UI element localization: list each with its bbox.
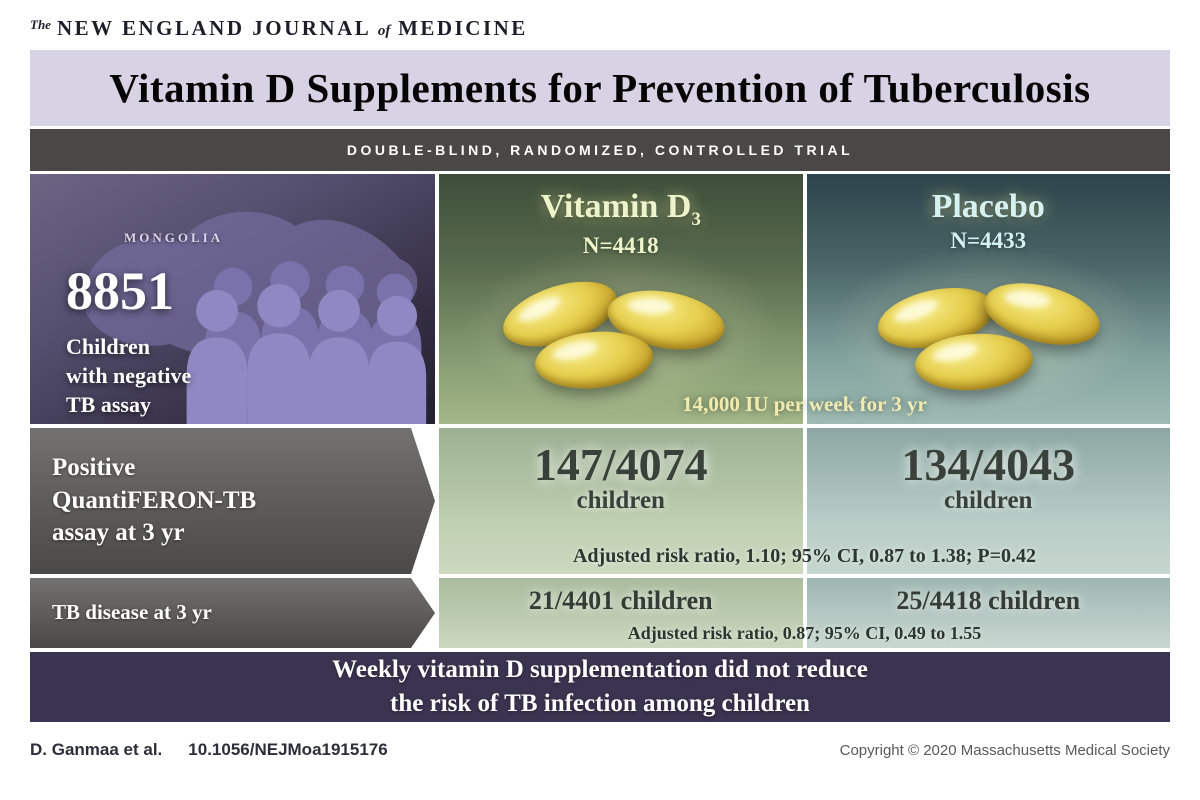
population-panel: MONGOLIA 8851 Children with negative TB …	[30, 174, 435, 424]
masthead-part1: NEW ENGLAND JOURNAL	[56, 16, 371, 40]
masthead-part2: MEDICINE	[398, 16, 528, 40]
outcome1-placebo-unit: children	[944, 487, 1033, 514]
outcome2-label: TB disease at 3 yr	[52, 600, 212, 625]
outcome1-vitamin-unit: children	[576, 487, 665, 514]
trial-type-banner: DOUBLE-BLIND, RANDOMIZED, CONTROLLED TRI…	[30, 129, 1170, 171]
vitamin-d-arm-name: Vitamin D	[540, 188, 692, 225]
placebo-arm-name: Placebo	[931, 188, 1045, 225]
outcome1-placebo-result: 134/4043 children	[806, 428, 1170, 574]
population-description: Children with negative TB assay	[66, 334, 192, 418]
outcome1-placebo-value: 134/4043	[901, 439, 1076, 490]
outcome2-stats: Adjusted risk ratio, 0.87; 95% CI, 0.49 …	[627, 623, 982, 643]
footer-copyright: Copyright © 2020 Massachusetts Medical S…	[839, 742, 1170, 759]
vitamin-d-arm-title: Vitamin D3	[439, 174, 803, 231]
vitamin-d-arm-panel: Vitamin D3 N=4418	[439, 174, 803, 424]
outcome2-vitamin-value: 21/4401 children	[528, 586, 713, 615]
outcome1-label-panel: Positive QuantiFERON-TB assay at 3 yr	[30, 428, 435, 574]
conclusion-banner: Weekly vitamin D supplementation did not…	[30, 652, 1170, 722]
vitamin-d-subscript: 3	[691, 208, 701, 230]
mongolia-crowd-graphic	[85, 211, 427, 424]
vitamin-d-arm-n: N=4418	[582, 232, 659, 258]
crowd-silhouettes	[186, 261, 427, 424]
placebo-arm-title: Placebo	[807, 174, 1171, 226]
conclusion-line1: Weekly vitamin D supplementation did not…	[332, 655, 868, 683]
footer-citation: D. Ganmaa et al. 10.1056/NEJMoa1915176	[30, 740, 388, 760]
masthead-of: of	[377, 23, 391, 39]
nejm-masthead: The NEW ENGLAND JOURNAL of MEDICINE	[0, 0, 1200, 50]
conclusion-line2: the risk of TB infection among children	[390, 690, 810, 717]
placebo-arm-n: N=4433	[950, 228, 1027, 253]
page-title: Vitamin D Supplements for Prevention of …	[109, 65, 1091, 111]
outcome1-label: Positive QuantiFERON-TB assay at 3 yr	[52, 454, 257, 547]
placebo-arm-panel: Placebo N=4433	[806, 174, 1171, 424]
masthead-title: NEW ENGLAND JOURNAL of MEDICINE	[57, 16, 528, 41]
footer: D. Ganmaa et al. 10.1056/NEJMoa1915176 C…	[30, 740, 1170, 760]
trial-arms-panel: Vitamin D3 N=4418 Placebo N=4433 14,000 …	[439, 174, 1170, 424]
outcome2-placebo-value: 25/4418 children	[896, 586, 1081, 615]
outcome1-stats: Adjusted risk ratio, 1.10; 95% CI, 0.87 …	[572, 545, 1037, 567]
region-label: MONGOLIA	[124, 230, 224, 245]
outcome1-vitamin-value: 147/4074	[533, 439, 708, 490]
title-band: Vitamin D Supplements for Prevention of …	[30, 50, 1170, 126]
outcome2-label-panel: TB disease at 3 yr	[30, 578, 435, 648]
footer-doi: 10.1056/NEJMoa1915176	[188, 740, 388, 759]
dose-label: 14,000 IU per week for 3 yr	[682, 392, 927, 416]
population-count: 8851	[66, 261, 174, 321]
outcome2-vitamin-result: 21/4401 children	[439, 578, 803, 648]
outcome1-vitamin-result: 147/4074 children	[439, 428, 803, 574]
masthead-the: The	[30, 17, 51, 32]
footer-authors: D. Ganmaa et al.	[30, 740, 163, 759]
outcome2-placebo-result: 25/4418 children	[806, 578, 1170, 648]
outcome1-results-panel: 147/4074 children 134/4043 children Adju…	[439, 428, 1170, 574]
infographic-grid: MONGOLIA 8851 Children with negative TB …	[30, 174, 1170, 722]
outcome2-results-panel: 21/4401 children 25/4418 children Adjust…	[439, 578, 1170, 648]
